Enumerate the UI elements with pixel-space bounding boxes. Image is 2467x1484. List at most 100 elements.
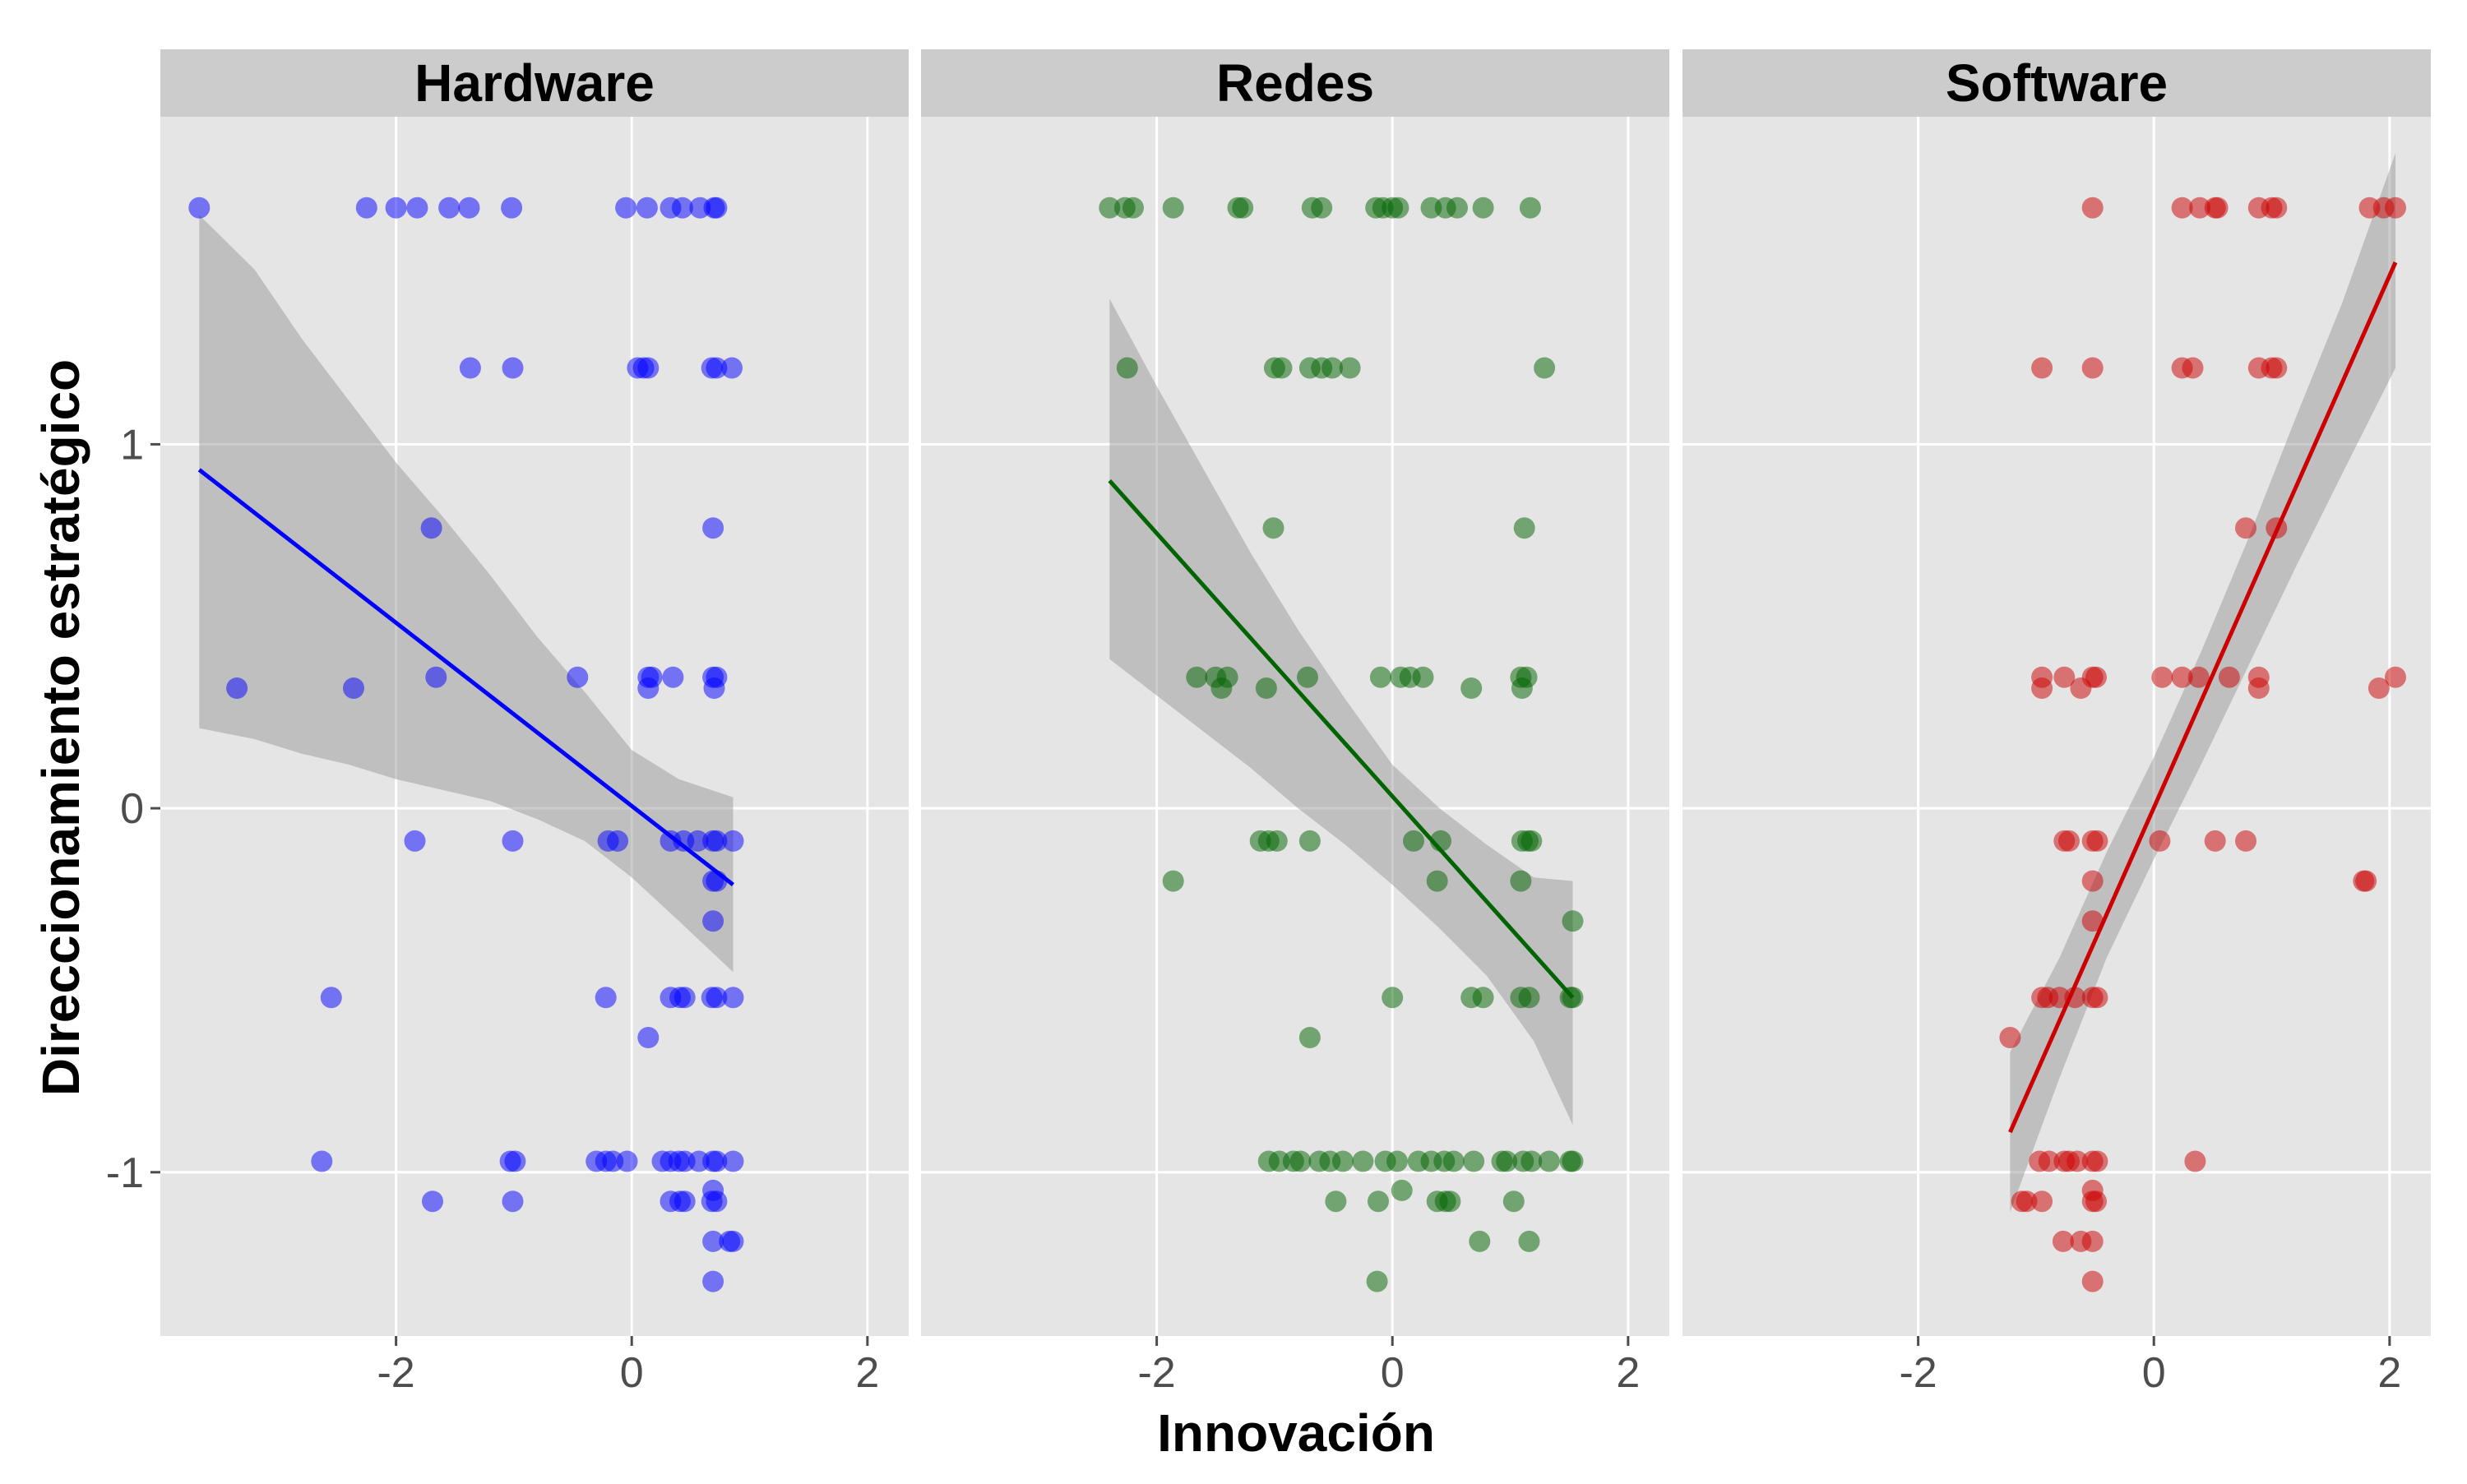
x-tick-label: -2 [1137,1349,1175,1397]
x-tick-label: 0 [2142,1349,2166,1397]
y-axis-title: Direccionamiento estratégico [31,359,90,1096]
data-point [1369,666,1391,688]
data-point [1298,830,1321,852]
data-point [1439,1190,1461,1213]
data-point [706,987,728,1009]
data-point [2189,196,2211,219]
data-point [2182,357,2204,379]
data-point [502,1190,524,1213]
data-point [2031,357,2053,379]
data-point [1162,870,1184,892]
data-point [2086,1150,2108,1172]
data-point [2031,677,2053,699]
data-point [721,357,743,379]
data-point [2355,870,2377,892]
data-point [1472,196,1494,219]
data-point [1325,1190,1347,1213]
data-point [504,1150,526,1172]
x-tick-label: 0 [1381,1349,1405,1397]
data-point [636,196,658,219]
data-point [1519,196,1541,219]
data-point [1099,196,1121,219]
data-point [425,666,447,688]
data-point [702,910,724,932]
data-point [501,196,523,219]
data-point [1262,517,1284,539]
x-tick-label: 2 [855,1349,879,1397]
data-point [1518,1230,1540,1252]
data-point [722,830,744,852]
data-point [422,1190,443,1213]
data-point [2218,666,2240,688]
data-point [706,1150,728,1172]
data-point [1382,987,1404,1009]
data-point [1511,677,1533,699]
data-point [1311,196,1333,219]
data-point [1520,1150,1543,1172]
data-point [1266,830,1288,852]
data-point [567,666,589,688]
data-point [1463,1150,1485,1172]
data-point [1255,677,1277,699]
data-point [2081,870,2104,892]
data-point [1339,357,1361,379]
data-point [1386,1150,1408,1172]
data-point [673,987,696,1009]
data-point [2184,1150,2206,1172]
data-point [1298,1027,1321,1048]
data-point [706,357,728,379]
data-point [2187,666,2210,688]
data-point [637,357,660,379]
data-point [2151,666,2173,688]
data-point [1460,677,1483,699]
data-point [2038,1150,2060,1172]
panel-strip [1682,49,2431,117]
data-point [607,830,628,852]
trend-line [197,468,735,887]
panel-strip-label: Software [1946,53,2168,113]
data-point [2052,1230,2074,1252]
data-point [1496,1150,1518,1172]
data-point [1297,666,1318,688]
x-tick-label: -2 [1899,1349,1937,1397]
data-point [2081,1230,2104,1252]
data-point [2070,677,2092,699]
x-tick-label: 2 [2377,1349,2401,1397]
data-point [188,196,211,219]
data-point [2266,196,2288,219]
points-group [1999,196,2406,1292]
data-point [2081,910,2104,932]
data-point [2266,357,2288,379]
data-point [420,517,442,539]
panel-hardware: Hardware -2 0 2 [160,49,909,1397]
data-point [2016,1190,2038,1213]
data-point [1502,1190,1525,1213]
data-point [2048,987,2071,1009]
data-point [702,517,724,539]
data-point [1116,357,1138,379]
data-point [2247,677,2270,699]
data-point [2058,830,2080,852]
data-point [1520,830,1543,852]
y-tick-label: 0 [120,785,144,833]
data-point [595,987,617,1009]
panels-layer: Hardware -2 0 2 Redes -2 0 2 Software -2 0 2 -1 0 1 [106,49,2431,1397]
panel-strip-label: Redes [1216,53,1374,113]
data-point [706,196,728,219]
data-point [2204,830,2226,852]
data-point [1442,1150,1465,1172]
data-point [404,830,426,852]
data-point [355,196,377,219]
data-point [2081,357,2104,379]
trend-line [1108,479,1575,999]
data-point [1446,196,1468,219]
data-point [1562,910,1584,932]
data-point [687,830,709,852]
data-point [459,357,481,379]
points-group [188,196,744,1292]
data-point [502,357,524,379]
data-point [1271,357,1293,379]
data-point [2081,196,2104,219]
data-point [1426,870,1448,892]
